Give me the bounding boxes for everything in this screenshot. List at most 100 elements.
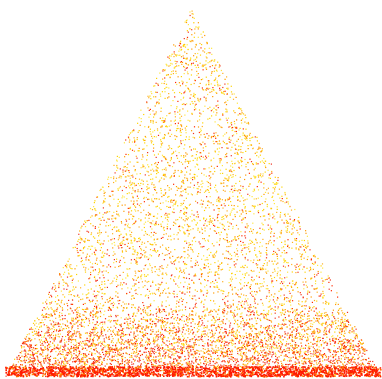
dot <box>192 251 194 253</box>
dot <box>231 135 234 137</box>
dot <box>344 358 346 360</box>
dot <box>361 346 364 349</box>
dot <box>90 312 92 314</box>
dot <box>200 113 202 115</box>
dot <box>53 337 55 339</box>
dot <box>151 93 153 95</box>
dot <box>187 346 190 348</box>
dot <box>143 311 145 313</box>
dot <box>119 265 121 267</box>
dot <box>273 215 275 217</box>
dot <box>299 304 301 306</box>
dot <box>197 36 199 38</box>
dot <box>182 344 184 346</box>
dot <box>269 225 272 227</box>
dot <box>175 310 177 313</box>
dot <box>217 61 219 63</box>
dot <box>122 278 124 280</box>
dot <box>222 86 224 89</box>
dot <box>184 167 186 169</box>
dot <box>268 350 270 352</box>
dot <box>128 141 130 143</box>
dot <box>218 208 220 210</box>
dot <box>108 264 110 266</box>
dot <box>130 239 132 241</box>
dot <box>249 286 251 288</box>
dot <box>256 259 259 261</box>
dot <box>261 202 263 205</box>
dot <box>68 293 70 296</box>
dot <box>115 314 117 317</box>
dot <box>273 235 275 237</box>
dot <box>201 324 203 326</box>
dot <box>261 332 263 334</box>
dot <box>195 26 197 28</box>
dot <box>154 186 156 188</box>
dot <box>198 350 200 352</box>
dot <box>209 215 211 217</box>
dot <box>149 108 151 110</box>
dot <box>234 123 236 125</box>
dot <box>162 273 164 276</box>
dot <box>322 302 324 304</box>
dot <box>145 136 147 138</box>
dot <box>313 366 315 368</box>
dot <box>129 207 131 209</box>
dot <box>242 273 244 275</box>
dot <box>313 338 315 340</box>
dot <box>80 287 82 289</box>
dot <box>251 311 253 313</box>
dot <box>168 333 170 335</box>
dot <box>187 321 189 324</box>
dot <box>253 361 255 363</box>
dot <box>253 190 256 192</box>
dot <box>339 321 342 323</box>
dot <box>252 345 254 347</box>
dot <box>197 120 199 122</box>
dot <box>153 300 155 302</box>
dot <box>315 280 317 282</box>
dot <box>94 209 96 211</box>
dot <box>249 140 251 142</box>
dot <box>67 338 69 340</box>
dot <box>101 281 103 283</box>
dot <box>233 110 235 112</box>
dot <box>135 259 137 261</box>
dot <box>189 340 191 343</box>
dot <box>244 301 246 303</box>
dot <box>124 228 126 230</box>
dot <box>173 51 175 53</box>
dot <box>165 158 167 161</box>
dot <box>163 168 165 170</box>
dot <box>279 282 281 284</box>
dot <box>133 182 135 184</box>
dot <box>131 295 133 297</box>
dot <box>86 296 88 298</box>
dot <box>168 125 170 127</box>
dot <box>78 306 80 308</box>
dot <box>169 350 171 352</box>
dot <box>253 176 255 178</box>
dot <box>188 161 190 163</box>
dot <box>118 303 120 305</box>
dot <box>152 194 154 196</box>
dot <box>71 275 73 277</box>
dot <box>233 120 235 123</box>
dot <box>334 331 336 333</box>
dot <box>162 221 164 223</box>
dot <box>123 142 125 144</box>
dot <box>181 309 183 311</box>
dot <box>96 318 99 320</box>
dot <box>263 193 265 195</box>
dot <box>110 303 112 305</box>
dot <box>79 254 81 256</box>
dot <box>135 289 137 291</box>
dot <box>81 259 83 262</box>
dot <box>54 345 56 347</box>
dot <box>134 190 136 192</box>
dot <box>122 239 124 241</box>
dot <box>175 342 177 344</box>
dot <box>121 204 123 206</box>
dot <box>162 121 164 123</box>
dot <box>311 285 313 287</box>
